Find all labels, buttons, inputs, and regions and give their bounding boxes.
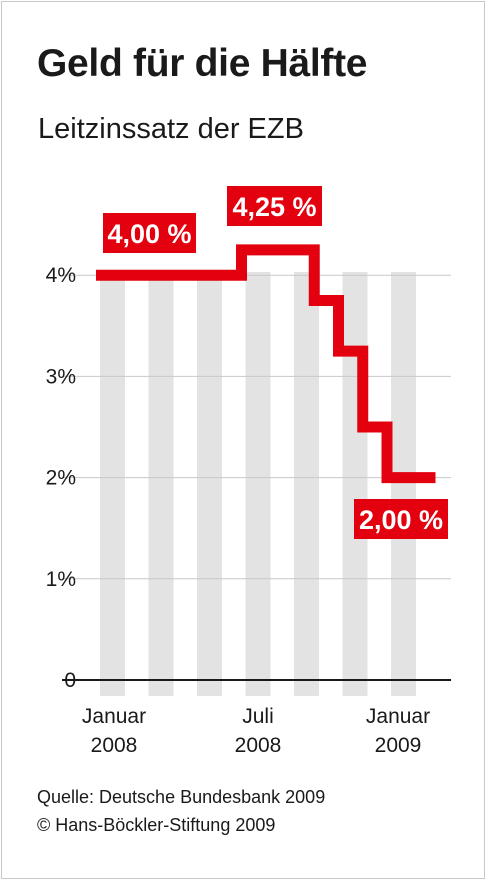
- value-label-text: 2,00 %: [359, 505, 443, 535]
- y-tick-label: 1%: [46, 568, 76, 591]
- x-tick-label: 2008: [235, 734, 282, 757]
- copyright-note: © Hans-Böckler-Stiftung 2009: [37, 815, 276, 835]
- chart-subtitle: Leitzinssatz der EZB: [38, 113, 304, 145]
- value-label: 4,00 %: [103, 213, 196, 253]
- value-label-text: 4,00 %: [107, 219, 191, 249]
- month-band: [342, 272, 368, 696]
- x-tick-label: Januar: [82, 705, 146, 728]
- month-band: [197, 272, 222, 696]
- rate-line: [96, 244, 436, 484]
- x-tick-label: 2008: [91, 734, 138, 757]
- y-axis-ticks: 0 1% 2% 3% 4%: [46, 264, 76, 692]
- month-band: [100, 272, 125, 696]
- rate-step-line: [96, 244, 436, 484]
- y-tick-label: 3%: [46, 365, 76, 388]
- chart-title: Geld für die Hälfte: [37, 42, 368, 85]
- source-note: Quelle: Deutsche Bundesbank 2009: [37, 787, 326, 807]
- x-tick-label: Juli: [242, 705, 274, 728]
- x-tick-label: Januar: [366, 705, 430, 728]
- month-bands: [100, 272, 416, 696]
- value-label-box: [227, 186, 322, 226]
- x-axis-ticks: Januar 2008 Juli 2008 Januar 2009: [82, 705, 430, 757]
- value-label-box: [103, 213, 196, 253]
- month-band: [245, 272, 271, 696]
- month-band: [391, 272, 416, 696]
- y-tick-label: 4%: [46, 264, 76, 287]
- y-tick-label: 0: [64, 669, 76, 692]
- value-label-text: 4,25 %: [232, 192, 316, 222]
- value-label: 2,00 %: [354, 499, 448, 539]
- value-label-box: [354, 499, 448, 539]
- y-tick-label: 2%: [46, 467, 76, 490]
- month-band: [148, 272, 174, 696]
- value-labels: 4,00 % 4,25 % 2,00 %: [103, 186, 448, 539]
- month-band: [294, 272, 319, 696]
- value-label: 4,25 %: [227, 186, 322, 226]
- x-tick-label: 2009: [375, 734, 422, 757]
